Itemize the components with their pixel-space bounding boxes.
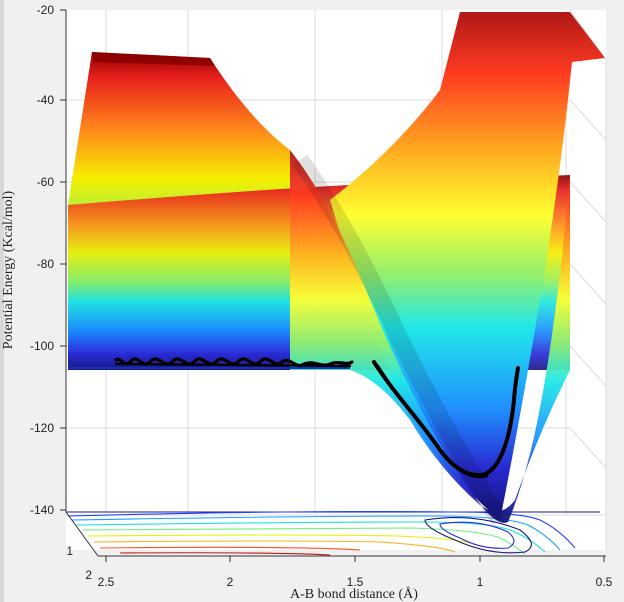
x-tick-label: 1 (477, 575, 484, 589)
depth-tick-label: 2 (85, 568, 92, 582)
y-tick-label: -60 (37, 175, 55, 189)
surface-shading (292, 154, 508, 525)
x-tick-marks (105, 556, 605, 562)
y-tick-label: -40 (37, 93, 55, 107)
x-tick-label: 2.5 (98, 575, 115, 589)
surface-well (290, 150, 570, 523)
depth-tick-label: 1 (66, 544, 73, 558)
surface-left-ridge (92, 52, 215, 66)
y-tick-label: -100 (30, 339, 54, 353)
y-tick-label: -120 (30, 421, 54, 435)
x-tick-label: 2 (227, 575, 234, 589)
y-tick-marks (60, 9, 66, 511)
x-tick-label: 1.5 (347, 575, 364, 589)
y-tick-label: -80 (37, 257, 55, 271)
x-tick-label: 0.5 (596, 575, 613, 589)
trajectory (114, 357, 520, 479)
y-axis-label: Potential Energy (Kcal/mol) (1, 190, 16, 349)
y-tick-label: -140 (30, 503, 54, 517)
figure-edge (0, 0, 4, 602)
y-tick-label: -20 (37, 3, 55, 17)
x-axis-label: A-B bond distance (Å) (290, 586, 418, 602)
